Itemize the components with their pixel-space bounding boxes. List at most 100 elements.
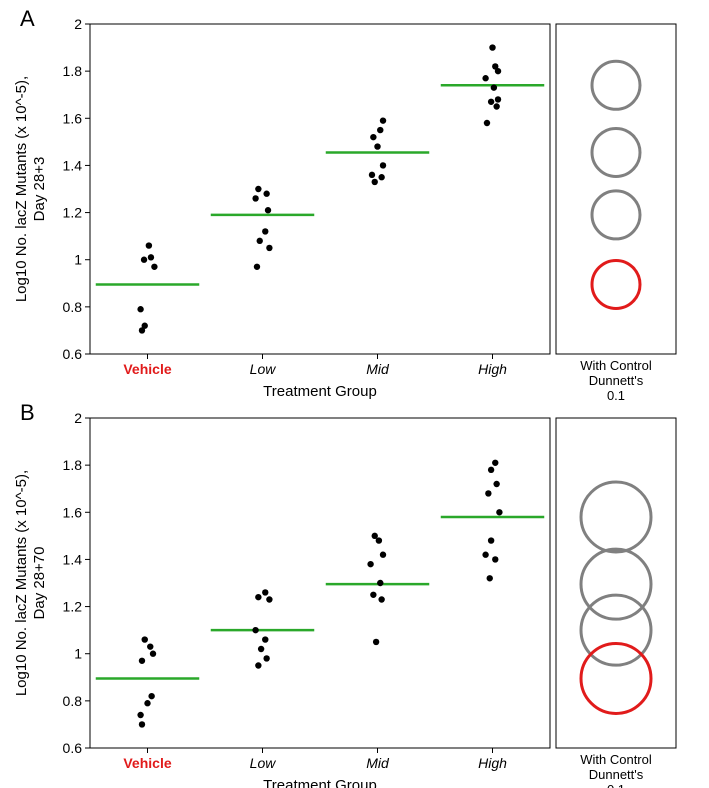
side-frame xyxy=(556,24,676,354)
data-point xyxy=(148,254,154,260)
side-label-line: Dunnett's xyxy=(589,373,644,388)
xtick-label: Mid xyxy=(366,755,390,771)
dunnett-circle xyxy=(592,61,640,109)
ytick-label: 0.6 xyxy=(63,740,83,756)
side-label-line: 0.1 xyxy=(607,782,625,788)
data-point xyxy=(369,172,375,178)
data-point xyxy=(144,700,150,706)
ytick-label: 1.8 xyxy=(63,63,83,79)
ytick-label: 1.6 xyxy=(63,504,83,520)
data-point xyxy=(266,245,272,251)
data-point xyxy=(488,99,494,105)
ytick-label: 1.4 xyxy=(63,551,83,567)
plot-frame xyxy=(90,24,550,354)
data-point xyxy=(378,596,384,602)
ylabel-group: Log10 No. lacZ Mutants (x 10^-5),Day 28+… xyxy=(13,470,48,696)
xtick-label: Low xyxy=(250,755,277,771)
data-point xyxy=(482,552,488,558)
xtick-label: Vehicle xyxy=(123,361,171,377)
data-point xyxy=(146,242,152,248)
data-point xyxy=(139,721,145,727)
data-point xyxy=(488,537,494,543)
data-point xyxy=(266,596,272,602)
ytick-label: 1.4 xyxy=(63,157,83,173)
xtick-label: High xyxy=(478,755,507,771)
xlabel: Treatment Group xyxy=(263,383,377,400)
data-point xyxy=(380,552,386,558)
data-point xyxy=(258,646,264,652)
side-frame xyxy=(556,418,676,748)
data-point xyxy=(142,636,148,642)
ytick-label: 1.6 xyxy=(63,110,83,126)
data-point xyxy=(380,117,386,123)
xtick-label: Vehicle xyxy=(123,755,171,771)
data-point xyxy=(492,460,498,466)
data-point xyxy=(263,655,269,661)
panel-label: B xyxy=(20,400,35,425)
data-point xyxy=(374,143,380,149)
data-point xyxy=(255,594,261,600)
side-label-line: With Control xyxy=(580,752,652,767)
data-point xyxy=(142,323,148,329)
data-point xyxy=(492,556,498,562)
side-label-line: 0.1 xyxy=(607,388,625,403)
data-point xyxy=(377,580,383,586)
dunnett-circle xyxy=(592,128,640,176)
data-point xyxy=(254,264,260,270)
ytick-label: 1.8 xyxy=(63,457,83,473)
data-point xyxy=(488,467,494,473)
data-point xyxy=(262,636,268,642)
ylabel-group: Log10 No. lacZ Mutants (x 10^-5),Day 28+… xyxy=(13,76,48,302)
data-point xyxy=(372,533,378,539)
data-point xyxy=(370,592,376,598)
ytick-label: 1 xyxy=(74,252,82,268)
dunnett-circle xyxy=(581,482,651,552)
data-point xyxy=(496,509,502,515)
dunnett-circle xyxy=(592,191,640,239)
data-point xyxy=(372,179,378,185)
data-point xyxy=(485,490,491,496)
xtick-label: High xyxy=(478,361,507,377)
dunnett-circle xyxy=(581,643,651,713)
xtick-label: Mid xyxy=(366,361,390,377)
ytick-label: 1 xyxy=(74,646,82,662)
data-point xyxy=(487,575,493,581)
data-point xyxy=(141,257,147,263)
data-point xyxy=(255,186,261,192)
figure-svg: A 0.6 0.8 1 1.2 1.4 1.6 1.8 2 Log10 No. lacZ Muta… xyxy=(0,0,709,788)
data-point xyxy=(255,662,261,668)
data-point xyxy=(147,643,153,649)
xtick-label: Low xyxy=(250,361,277,377)
data-point xyxy=(137,712,143,718)
data-point xyxy=(257,238,263,244)
data-point xyxy=(252,195,258,201)
ytick-label: 2 xyxy=(74,16,82,32)
ylabel-line: Day 28+3 xyxy=(31,157,48,222)
data-point xyxy=(378,174,384,180)
panel-label: A xyxy=(20,6,35,31)
data-point xyxy=(150,651,156,657)
data-point xyxy=(262,589,268,595)
ytick-label: 0.6 xyxy=(63,346,83,362)
data-point xyxy=(380,162,386,168)
ylabel-line: Day 28+70 xyxy=(31,547,48,620)
figure-root: A 0.6 0.8 1 1.2 1.4 1.6 1.8 2 Log10 No. lacZ Muta… xyxy=(0,0,709,788)
ytick-label: 1.2 xyxy=(63,205,83,221)
data-point xyxy=(373,639,379,645)
data-point xyxy=(493,103,499,109)
side-label-line: With Control xyxy=(580,358,652,373)
ytick-label: 2 xyxy=(74,410,82,426)
ylabel-line: Log10 No. lacZ Mutants (x 10^-5), xyxy=(13,76,30,302)
data-point xyxy=(148,693,154,699)
ytick-label: 0.8 xyxy=(63,299,83,315)
data-point xyxy=(137,306,143,312)
data-point xyxy=(252,627,258,633)
xlabel: Treatment Group xyxy=(263,777,377,788)
data-point xyxy=(493,481,499,487)
data-point xyxy=(370,134,376,140)
plot-frame xyxy=(90,418,550,748)
ytick-label: 0.8 xyxy=(63,693,83,709)
data-point xyxy=(265,207,271,213)
data-point xyxy=(262,228,268,234)
side-label-line: Dunnett's xyxy=(589,767,644,782)
